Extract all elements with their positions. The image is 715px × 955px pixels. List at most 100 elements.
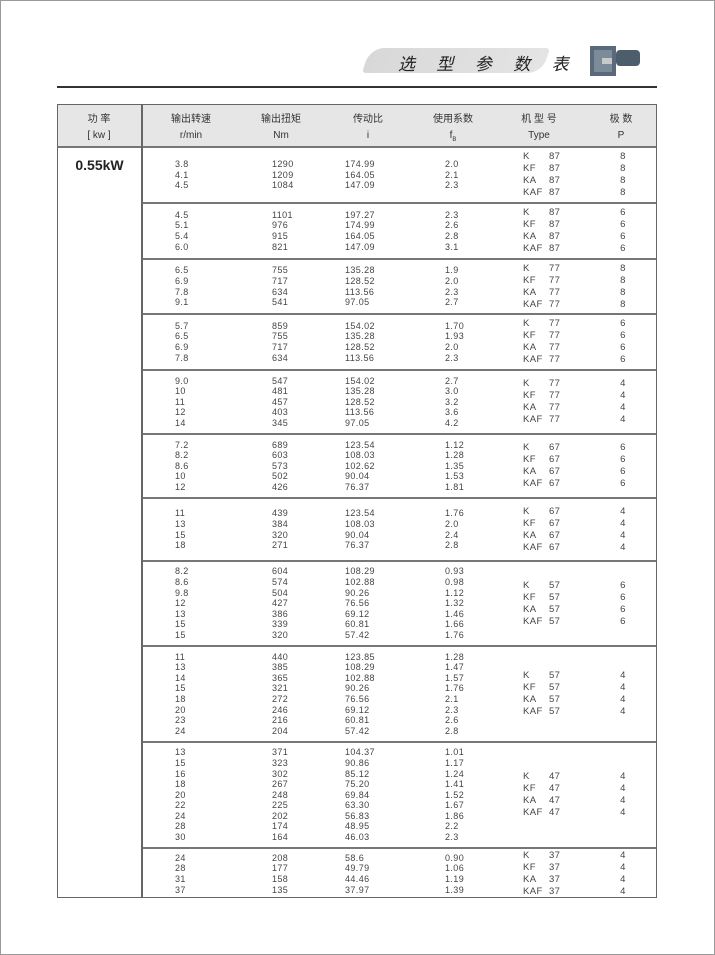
torque-cell: 339 xyxy=(272,619,289,630)
speed-cell: 28 xyxy=(175,821,186,832)
torque-cell: 573 xyxy=(272,460,289,471)
torque-cell: 755 xyxy=(272,265,289,276)
type-size: 57 xyxy=(549,603,561,615)
type-size: 67 xyxy=(549,478,561,489)
fb-cell: 4.2 xyxy=(445,417,459,428)
fb-column: 1.28 1.47 1.57 1.76 2.1 2.3 2.6 2.8 xyxy=(445,647,464,741)
type-cell: K 77 xyxy=(523,318,560,330)
torque-cell: 859 xyxy=(272,320,289,331)
speed-cell: 13 xyxy=(175,518,186,529)
ratio-cell: 97.05 xyxy=(345,297,370,308)
torque-column: 439 384 320 271 xyxy=(272,499,288,560)
type-size: 57 xyxy=(549,682,561,693)
torque-column: 208 177 158 135 xyxy=(272,849,288,899)
ratio-cell: 174.99 xyxy=(345,220,375,231)
ratio-cell: 108.29 xyxy=(345,566,375,577)
ratio-cell: 108.03 xyxy=(345,518,375,529)
ratio-cell: 57.42 xyxy=(345,629,370,640)
poles-cell: 6 xyxy=(620,478,626,489)
torque-cell: 717 xyxy=(272,275,289,286)
fb-cell: 1.24 xyxy=(445,768,465,779)
col-speed: 输出转速 r/min xyxy=(171,114,211,141)
type-size: 67 xyxy=(549,517,561,529)
torque-cell: 1084 xyxy=(272,180,294,191)
poles-cell: 6 xyxy=(620,615,626,627)
type-size: 57 xyxy=(549,694,561,705)
poles-cell: 4 xyxy=(620,850,626,861)
torque-column: 859 755 717 634 xyxy=(272,315,288,369)
ratio-column: 197.27 174.99 164.05 147.09 xyxy=(345,204,375,258)
ratio-cell: 69.12 xyxy=(345,704,370,715)
type-cell: KAF 87 xyxy=(523,187,560,199)
type-size: 87 xyxy=(549,163,561,174)
speed-cell: 14 xyxy=(175,672,186,683)
speed-cell: 12 xyxy=(175,481,186,492)
fb-column: 1.12 1.28 1.35 1.53 1.81 xyxy=(445,435,464,497)
type-prefix: KF xyxy=(523,219,536,230)
ratio-cell: 128.52 xyxy=(345,396,375,407)
torque-cell: 426 xyxy=(272,481,289,492)
speed-cell: 9.8 xyxy=(175,587,189,598)
ratio-column: 123.85 108.29 102.88 90.26 76.56 69.12 60.81 57… xyxy=(345,647,375,741)
fb-cell: 1.28 xyxy=(445,651,465,662)
speed-cell: 7.8 xyxy=(175,286,189,297)
fb-cell: 3.0 xyxy=(445,386,459,397)
poles-cell: 4 xyxy=(620,529,626,541)
speed-cell: 20 xyxy=(175,704,186,715)
fb-cell: 2.2 xyxy=(445,821,459,832)
ratio-column: 104.37 90.86 85.12 75.20 69.84 63.30 56.83 48.9… xyxy=(345,743,375,847)
speed-cell: 13 xyxy=(175,747,186,758)
type-prefix: KAF xyxy=(523,615,543,627)
type-prefix: K xyxy=(523,262,530,274)
type-prefix: K xyxy=(523,670,530,681)
type-column: K 77 KF 77 KA 77 KAF 77 xyxy=(523,260,560,313)
type-cell: KA 77 xyxy=(523,402,560,414)
torque-cell: 345 xyxy=(272,417,289,428)
type-size: 57 xyxy=(549,579,561,591)
torque-cell: 216 xyxy=(272,715,289,726)
poles-cell: 8 xyxy=(620,298,626,310)
table-group: 5.7 6.5 6.9 7.8 859 755 717 634 154.02 135.28 128.… xyxy=(143,315,656,371)
ratio-cell: 76.56 xyxy=(345,694,370,704)
type-size: 87 xyxy=(549,243,561,254)
speed-cell: 12 xyxy=(175,407,186,418)
torque-cell: 177 xyxy=(272,863,289,874)
type-cell: K 47 xyxy=(523,771,560,783)
fb-cell: 2.0 xyxy=(445,275,459,286)
fb-cell: 2.3 xyxy=(445,286,459,297)
type-prefix: K xyxy=(523,318,530,329)
type-size: 77 xyxy=(549,330,561,341)
type-size: 87 xyxy=(549,175,561,186)
type-size: 77 xyxy=(549,354,561,365)
type-prefix: KA xyxy=(523,603,537,615)
fb-cell: 1.76 xyxy=(445,508,465,519)
poles-cell: 8 xyxy=(620,262,626,274)
fb-column: 1.9 2.0 2.3 2.7 xyxy=(445,260,459,313)
type-size: 87 xyxy=(549,151,561,162)
type-size: 67 xyxy=(549,454,561,465)
speed-cell: 4.5 xyxy=(175,180,189,191)
speed-column: 5.7 6.5 6.9 7.8 xyxy=(175,315,189,369)
ratio-cell: 44.46 xyxy=(345,874,370,884)
torque-cell: 385 xyxy=(272,662,289,673)
type-column: K 77 KF 77 KA 77 KAF 77 xyxy=(523,315,560,369)
speed-column: 11 13 15 18 xyxy=(175,499,186,560)
type-column: K 37 KF 37 KA 37 KAF 37 xyxy=(523,849,560,899)
ratio-cell: 104.37 xyxy=(345,747,375,758)
type-prefix: KF xyxy=(523,591,536,603)
type-size: 67 xyxy=(549,541,561,553)
torque-cell: 202 xyxy=(272,810,289,821)
ratio-cell: 128.52 xyxy=(345,342,375,352)
type-size: 57 xyxy=(549,615,561,627)
speed-cell: 13 xyxy=(175,608,186,619)
type-size: 67 xyxy=(549,466,561,477)
table-group: 6.5 6.9 7.8 9.1 755 717 634 541 135.28 128.52 113.… xyxy=(143,260,656,315)
speed-cell: 4.1 xyxy=(175,169,189,180)
fb-cell: 1.67 xyxy=(445,800,465,811)
type-prefix: KAF xyxy=(523,414,543,425)
type-size: 87 xyxy=(549,231,561,242)
type-prefix: KF xyxy=(523,274,536,286)
ratio-cell: 128.52 xyxy=(345,275,375,286)
poles-cell: 4 xyxy=(620,390,626,401)
